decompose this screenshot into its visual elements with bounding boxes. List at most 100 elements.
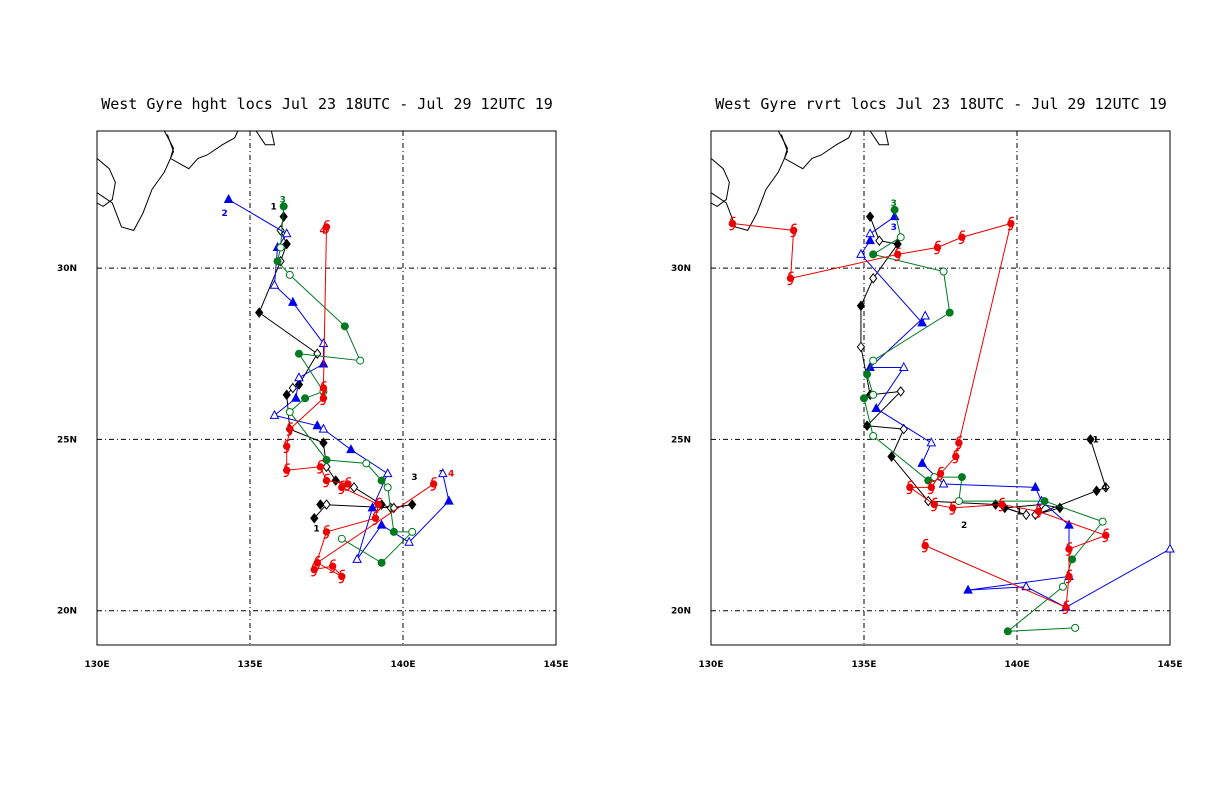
series-line-green [863,209,1104,632]
chart-title-rvrt: West Gyre rvrt locs Jul 23 18UTC - Jul 2… [715,95,1167,113]
marker-black-diamond [310,512,319,524]
x-tick-label: 145E [1158,660,1183,670]
track-label-black: 3 [411,473,417,483]
marker-red-hurricane [958,230,966,245]
x-tick-label: 145E [544,660,569,670]
marker-black-diamond [1101,482,1110,493]
marker-black-diamond [1092,485,1101,497]
series-line-blue [860,216,1171,608]
coastline-2 [777,130,853,170]
x-tick-label: 140E [1005,660,1030,670]
series-green-track: 3 [273,196,417,567]
marker-red-hurricane [1065,542,1073,556]
marker-black-diamond [1055,502,1064,514]
marker-blue-triangle [352,553,362,563]
marker-red-hurricane [283,463,291,478]
marker-black-diamond [869,273,878,284]
marker-red-hurricane [921,538,929,553]
series-black-track: 1 1 4 2 [856,211,1110,531]
marker-green-circle [1058,582,1067,591]
y-tick-label: 25N [671,435,691,445]
marker-green-circle [294,349,303,358]
marker-green-circle [1098,517,1107,526]
marker-black-diamond [887,451,896,462]
marker-green-circle [377,558,386,567]
chart-panel-rvrt: West Gyre rvrt locs Jul 23 18UTC - Jul 2… [671,95,1183,670]
marker-green-circle [890,205,899,214]
marker-green-circle [273,257,282,266]
marker-black-diamond [255,307,264,318]
marker-red-hurricane [1065,569,1073,584]
track-label-green: 3 [280,196,286,206]
track-label-black: 1 [1016,507,1022,517]
marker-green-circle [340,322,349,331]
marker-green-circle [279,202,288,211]
marker-green-circle [285,407,294,416]
marker-red-hurricane [949,501,957,515]
marker-black-diamond [316,499,325,510]
marker-black-diamond [322,499,331,510]
marker-black-diamond [279,211,288,222]
marker-green-circle [896,233,905,242]
y-tick-label: 30N [57,264,77,274]
x-tick-label: 135E [852,660,877,670]
track-label-black: 1 [270,202,276,212]
marker-black-diamond [875,235,884,246]
marker-red-hurricane [316,459,325,474]
marker-green-circle [383,483,392,492]
track-label-red: 4 [448,470,454,480]
marker-blue-triangle [404,536,414,546]
marker-red-hurricane [344,477,352,491]
track-label-green: 3 [891,199,897,209]
marker-green-circle [377,476,386,485]
marker-red-hurricane [933,240,942,255]
coastline-1 [96,134,175,231]
track-label-black: 2 [961,521,967,531]
track-label-red: 4 [728,220,734,230]
coastline-2 [163,130,239,170]
track-label-blue: 2 [222,209,228,219]
marker-red-hurricane [1034,504,1043,519]
marker-green-circle [869,431,878,440]
x-tick-label: 130E [85,660,110,670]
marker-green-circle [408,527,417,536]
marker-blue-triangle [917,317,927,327]
y-tick-label: 20N [57,607,77,617]
coastline-1 [710,134,789,231]
marker-blue-triangle [294,372,304,382]
marker-blue-triangle [318,423,329,433]
series-blue-track: 2 [222,193,454,563]
marker-red-hurricane [1102,528,1110,543]
chart-panel-hght: West Gyre hght locs Jul 23 18UTC - Jul 2… [57,95,569,670]
series-line-black [860,216,1107,516]
marker-blue-triangle [281,228,292,238]
marker-blue-triangle [926,437,937,447]
plot-frame [96,130,557,646]
marker-red-hurricane [955,435,963,450]
marker-green-circle [954,497,963,506]
marker-green-circle [337,534,346,543]
chart-title-hght: West Gyre hght locs Jul 23 18UTC - Jul 2… [101,95,553,113]
marker-blue-triangle [1165,543,1175,553]
marker-red-hurricane [374,497,383,512]
marker-black-diamond [322,461,331,473]
marker-red-hurricane [429,477,438,491]
marker-red-hurricane [789,223,798,238]
marker-green-circle [860,394,868,403]
marker-red-hurricane [322,473,331,488]
marker-red-hurricane [893,247,902,262]
marker-green-circle [939,267,948,276]
series-red-track: 4 [728,216,1110,615]
marker-blue-triangle [865,235,875,245]
marker-green-circle [1003,627,1012,636]
series-line-red [286,226,434,577]
x-tick-label: 135E [238,660,263,670]
marker-green-circle [863,370,872,379]
series-green-track: 3 [860,199,1107,636]
marker-green-circle [285,270,294,279]
marker-green-circle [322,455,331,464]
x-tick-label: 130E [699,660,724,670]
marker-blue-triangle [376,519,387,529]
marker-green-circle [869,390,878,399]
